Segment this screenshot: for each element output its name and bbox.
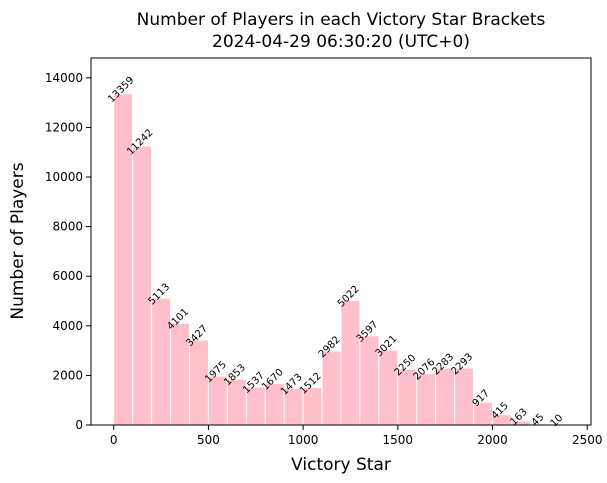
x-tick-label-2: 1000 — [288, 433, 319, 447]
x-axis-label: Victory Star — [291, 455, 391, 475]
x-tick-label-1: 500 — [197, 433, 220, 447]
y-axis-label: Number of Players — [8, 162, 28, 319]
y-tick-label-6: 12000 — [45, 120, 83, 134]
bar-11 — [321, 350, 342, 426]
bar-12 — [340, 299, 361, 426]
y-tick-label-4: 8000 — [52, 220, 83, 234]
y-tick-label-2: 4000 — [52, 319, 83, 333]
plot-frame — [90, 57, 592, 426]
y-ticks-group: 0 2000 4000 6000 8000 10000 12000 14000 — [45, 71, 91, 432]
bar-14 — [378, 349, 399, 426]
y-tick-label-3: 6000 — [52, 269, 83, 283]
y-tick-label-7: 14000 — [45, 71, 83, 85]
x-tick-label-3: 1500 — [383, 433, 414, 447]
bar-label-23: 10 — [549, 413, 566, 430]
y-tick-label-1: 2000 — [52, 368, 83, 382]
x-tick-label-4: 2000 — [477, 433, 508, 447]
bars-group — [113, 93, 569, 426]
bar-4 — [188, 339, 209, 426]
bar-2 — [151, 297, 172, 426]
bar-0 — [113, 93, 134, 426]
y-tick-label-5: 10000 — [45, 170, 83, 184]
x-tick-label-5: 2500 — [572, 433, 603, 447]
bar-1 — [132, 145, 153, 426]
chart-subtitle: 2024-04-29 06:30:20 (UTC+0) — [212, 32, 470, 52]
bar-label-22: 45 — [530, 412, 547, 429]
y-tick-label-0: 0 — [75, 418, 83, 432]
chart-title: Number of Players in each Victory Star B… — [137, 10, 546, 30]
x-tick-label-0: 0 — [110, 433, 118, 447]
x-ticks-group: 0 500 1000 1500 2000 2500 — [110, 425, 603, 447]
